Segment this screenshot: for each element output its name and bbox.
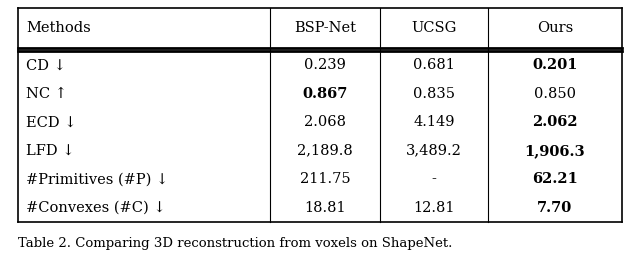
Text: 62.21: 62.21: [532, 172, 578, 186]
Text: 4.149: 4.149: [413, 115, 455, 129]
Text: ECD ↓: ECD ↓: [26, 115, 77, 129]
Text: 18.81: 18.81: [304, 201, 346, 215]
Text: 0.681: 0.681: [413, 58, 455, 72]
Text: 0.867: 0.867: [302, 87, 348, 101]
Text: 7.70: 7.70: [538, 201, 573, 215]
Text: 1,906.3: 1,906.3: [525, 144, 586, 158]
Text: -: -: [431, 172, 436, 186]
Text: BSP-Net: BSP-Net: [294, 21, 356, 35]
Text: #Primitives (#P) ↓: #Primitives (#P) ↓: [26, 172, 168, 186]
Text: 0.201: 0.201: [532, 58, 578, 72]
Text: #Convexes (#C) ↓: #Convexes (#C) ↓: [26, 201, 166, 215]
Text: 3,489.2: 3,489.2: [406, 144, 462, 158]
Text: 0.835: 0.835: [413, 87, 455, 101]
Text: 0.239: 0.239: [304, 58, 346, 72]
Text: 2,189.8: 2,189.8: [297, 144, 353, 158]
Text: Table 2. Comparing 3D reconstruction from voxels on ShapeNet.: Table 2. Comparing 3D reconstruction fro…: [18, 237, 452, 250]
Text: 2.062: 2.062: [532, 115, 578, 129]
Text: NC ↑: NC ↑: [26, 87, 67, 101]
Text: UCSG: UCSG: [412, 21, 457, 35]
Text: 2.068: 2.068: [304, 115, 346, 129]
Text: 211.75: 211.75: [300, 172, 350, 186]
Text: 12.81: 12.81: [413, 201, 455, 215]
Text: Ours: Ours: [537, 21, 573, 35]
Text: CD ↓: CD ↓: [26, 58, 66, 72]
Text: Methods: Methods: [26, 21, 91, 35]
Text: LFD ↓: LFD ↓: [26, 144, 74, 158]
Text: 0.850: 0.850: [534, 87, 576, 101]
